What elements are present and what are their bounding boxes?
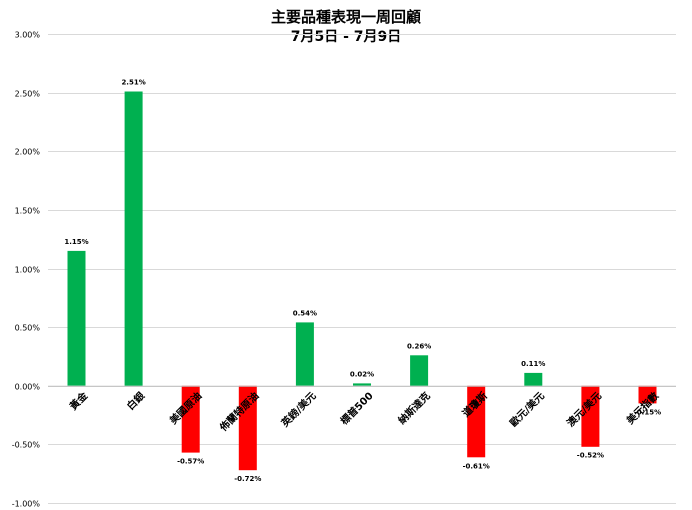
y-tick-label: -1.00% [12,500,41,509]
data-label: -0.15% [634,408,661,416]
data-label: 0.02% [350,370,374,378]
bar-4 [295,322,314,386]
data-label: -0.57% [177,458,204,466]
x-tick-label: 黃金 [67,389,91,413]
y-tick-label: 0.00% [15,383,41,392]
data-label: 2.51% [121,79,145,87]
x-tick-label: 歐元/美元 [507,389,547,429]
bar-5 [353,383,371,386]
bar-2 [181,385,200,453]
bar-0 [67,250,86,386]
chart-title: 主要品種表現一周回顧 [270,8,421,26]
data-label: 0.11% [521,360,545,368]
bar-3 [238,385,257,471]
bar-7 [467,385,486,458]
bar-10 [638,385,657,404]
x-tick-label: 英鎊/美元 [278,389,319,430]
y-tick-label: -0.50% [12,441,41,450]
chart-subtitle: 7月5日 - 7月9日 [290,29,402,45]
data-label: 1.15% [64,238,88,246]
bar-9 [581,385,600,447]
y-tick-label: 1.00% [15,266,41,275]
data-label: 0.26% [407,342,431,350]
y-tick-label: 1.50% [15,207,41,216]
bar-8 [524,372,543,386]
bar-6 [410,355,429,386]
x-tick-label: 白銀 [124,389,147,412]
x-tick-label: 納斯達克 [395,389,432,426]
data-label: 0.54% [293,309,317,317]
data-label: -0.72% [234,475,261,483]
data-label: -0.52% [577,452,604,460]
y-tick-label: 0.50% [15,324,41,333]
y-tick-label: 2.00% [15,148,41,157]
y-tick-label: 2.50% [15,90,41,99]
x-tick-label: 標普500 [338,389,376,427]
y-tick-label: 3.00% [15,31,41,40]
bar-1 [124,91,143,386]
data-label: -0.61% [463,462,490,470]
